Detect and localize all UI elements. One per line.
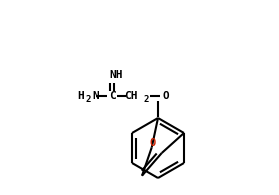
Text: N: N — [92, 91, 99, 101]
Text: O: O — [150, 138, 156, 148]
Text: O: O — [163, 91, 169, 101]
Text: H: H — [77, 91, 84, 101]
Text: NH: NH — [109, 70, 123, 80]
Text: CH: CH — [124, 91, 138, 101]
Text: 2: 2 — [144, 96, 149, 105]
Text: C: C — [109, 91, 116, 101]
Text: 2: 2 — [85, 95, 91, 104]
